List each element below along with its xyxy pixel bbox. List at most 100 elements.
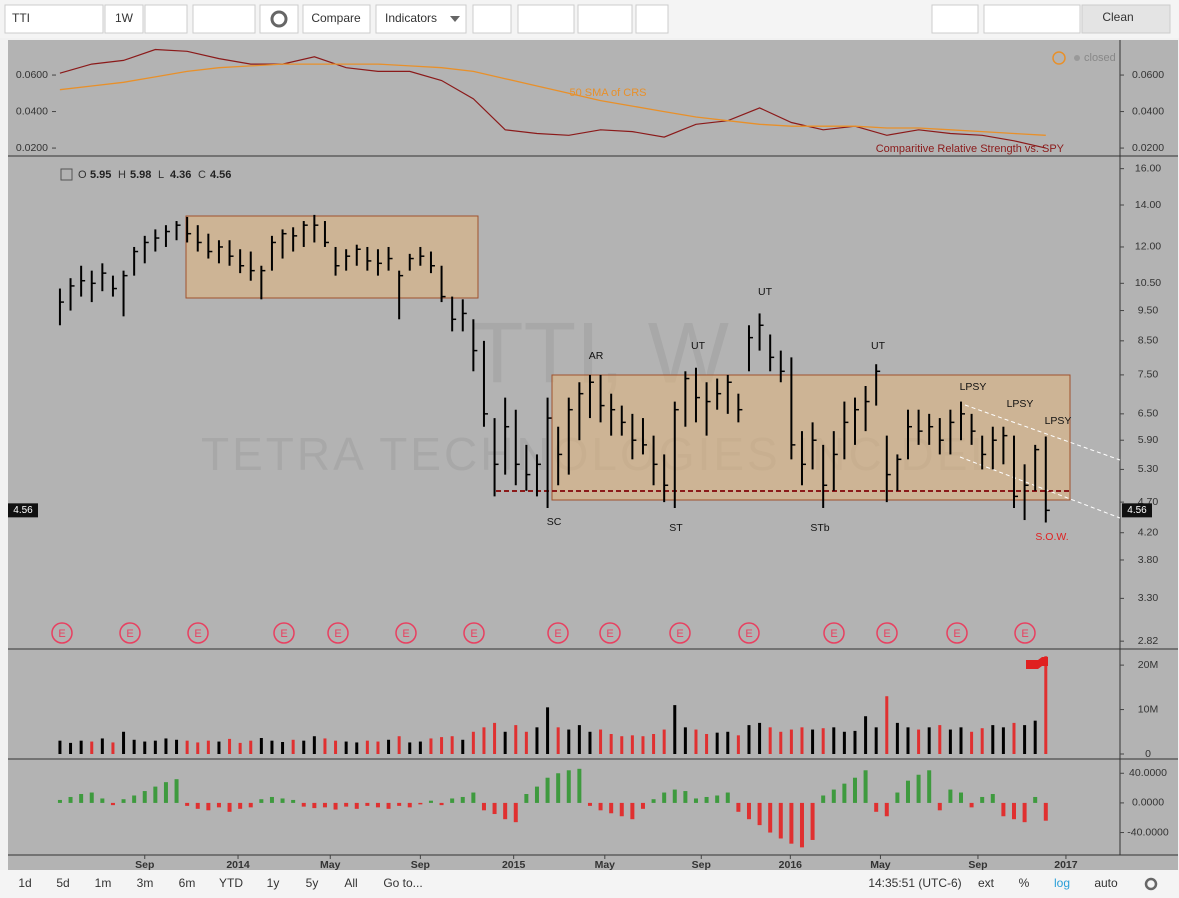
volume-bar: [715, 732, 719, 754]
range-button[interactable]: 1y: [267, 876, 280, 890]
scale-option[interactable]: auto: [1094, 876, 1118, 890]
osc-bar: [460, 796, 465, 803]
idea-button[interactable]: [517, 4, 575, 34]
symbol-box[interactable]: [4, 4, 104, 34]
earnings-marker[interactable]: [463, 622, 485, 644]
volume-bar: [874, 727, 878, 754]
volume-bar: [917, 729, 921, 754]
earnings-marker[interactable]: [327, 622, 349, 644]
volume-bar: [726, 731, 730, 754]
y-tick-label: 0.0200: [1132, 142, 1164, 154]
earnings-marker[interactable]: [119, 622, 141, 644]
earnings-marker[interactable]: [395, 622, 417, 644]
range-button[interactable]: 5d: [56, 876, 69, 890]
osc-bar: [68, 796, 73, 803]
volume-bar: [546, 707, 550, 754]
volume-bar: [196, 742, 200, 754]
volume-bar: [758, 722, 762, 754]
range-button[interactable]: YTD: [219, 876, 243, 890]
compare-button[interactable]: [302, 4, 371, 34]
x-tick-label: May: [870, 859, 891, 871]
undo-redo[interactable]: [577, 4, 633, 34]
earnings-marker[interactable]: [876, 622, 898, 644]
earnings-marker[interactable]: [547, 622, 569, 644]
volume-bar: [323, 738, 327, 754]
settings-icon[interactable]: [1144, 877, 1158, 891]
chart-style-button[interactable]: [192, 4, 256, 34]
indicators-button[interactable]: [375, 4, 467, 34]
osc-bar: [948, 789, 953, 803]
range-button[interactable]: All: [344, 876, 357, 890]
cloud-buttons[interactable]: [983, 4, 1081, 34]
earnings-marker[interactable]: [187, 622, 209, 644]
volume-bar: [980, 728, 984, 754]
osc-bar: [471, 792, 476, 803]
range-button[interactable]: 6m: [179, 876, 196, 890]
earnings-label: E: [470, 628, 477, 640]
volume-bar: [482, 727, 486, 754]
osc-bar: [651, 799, 656, 803]
volume-bar: [1023, 725, 1027, 754]
earnings-label: E: [58, 628, 65, 640]
color-button[interactable]: [931, 4, 979, 34]
legend-value: 4.36: [170, 169, 191, 181]
range-button[interactable]: 5y: [306, 876, 319, 890]
earnings-marker[interactable]: [273, 622, 295, 644]
earnings-marker[interactable]: [1014, 622, 1036, 644]
range-button[interactable]: 1m: [95, 876, 112, 890]
osc-bar: [598, 802, 603, 811]
interval-box[interactable]: [104, 4, 144, 34]
volume-bar: [747, 725, 751, 754]
goto-button[interactable]: Go to...: [383, 876, 422, 890]
osc-bar: [980, 796, 985, 803]
volume-bar: [694, 729, 698, 754]
earnings-marker[interactable]: [823, 622, 845, 644]
osc-bar: [874, 802, 879, 812]
settings-button[interactable]: [259, 4, 299, 34]
scale-option[interactable]: log: [1054, 876, 1070, 890]
price-axis: [1120, 40, 1178, 855]
layout-button[interactable]: [1081, 4, 1171, 34]
fullscreen-button[interactable]: [635, 4, 669, 34]
volume-bar: [864, 716, 868, 754]
osc-bar: [810, 802, 815, 840]
scale-option[interactable]: %: [1019, 876, 1030, 890]
annotation: UT: [871, 340, 886, 352]
osc-bar: [683, 791, 688, 803]
x-tick-label: 2014: [226, 859, 250, 871]
osc-bar: [354, 802, 359, 809]
range-button[interactable]: 3m: [137, 876, 154, 890]
y-tick-label: 16.00: [1135, 162, 1161, 174]
x-tick-label: Sep: [692, 859, 711, 871]
annotation: UT: [758, 286, 773, 298]
volume-bar: [832, 727, 836, 754]
interval-menu[interactable]: [144, 4, 188, 34]
earnings-marker[interactable]: [51, 622, 73, 644]
y-tick-label: 10.50: [1135, 277, 1161, 289]
range-button[interactable]: 1d: [18, 876, 31, 890]
osc-bar: [333, 802, 338, 810]
earnings-marker[interactable]: [599, 622, 621, 644]
earnings-label: E: [280, 628, 287, 640]
earnings-label: E: [745, 628, 752, 640]
earnings-marker[interactable]: [738, 622, 760, 644]
y-tick-label: 3.80: [1138, 554, 1159, 566]
earnings-marker[interactable]: [669, 622, 691, 644]
earnings-label: E: [606, 628, 613, 640]
scale-option[interactable]: ext: [978, 876, 995, 890]
volume-bar: [281, 742, 285, 754]
volume-bar: [238, 742, 242, 754]
earnings-label: E: [676, 628, 683, 640]
alert-button[interactable]: [472, 4, 512, 34]
volume-bar: [503, 731, 507, 754]
earnings-marker[interactable]: [946, 622, 968, 644]
x-tick-label: May: [595, 859, 616, 871]
y-tick-label: 4.20: [1138, 527, 1159, 539]
volume-bar: [620, 736, 624, 754]
annotation: LPSY: [1007, 398, 1034, 410]
y-tick-label: 40.0000: [1129, 767, 1167, 779]
osc-bar: [89, 792, 94, 803]
y-tick-label: 10M: [1138, 703, 1158, 715]
legend-key: H: [118, 169, 126, 181]
volume-bar: [90, 741, 94, 754]
